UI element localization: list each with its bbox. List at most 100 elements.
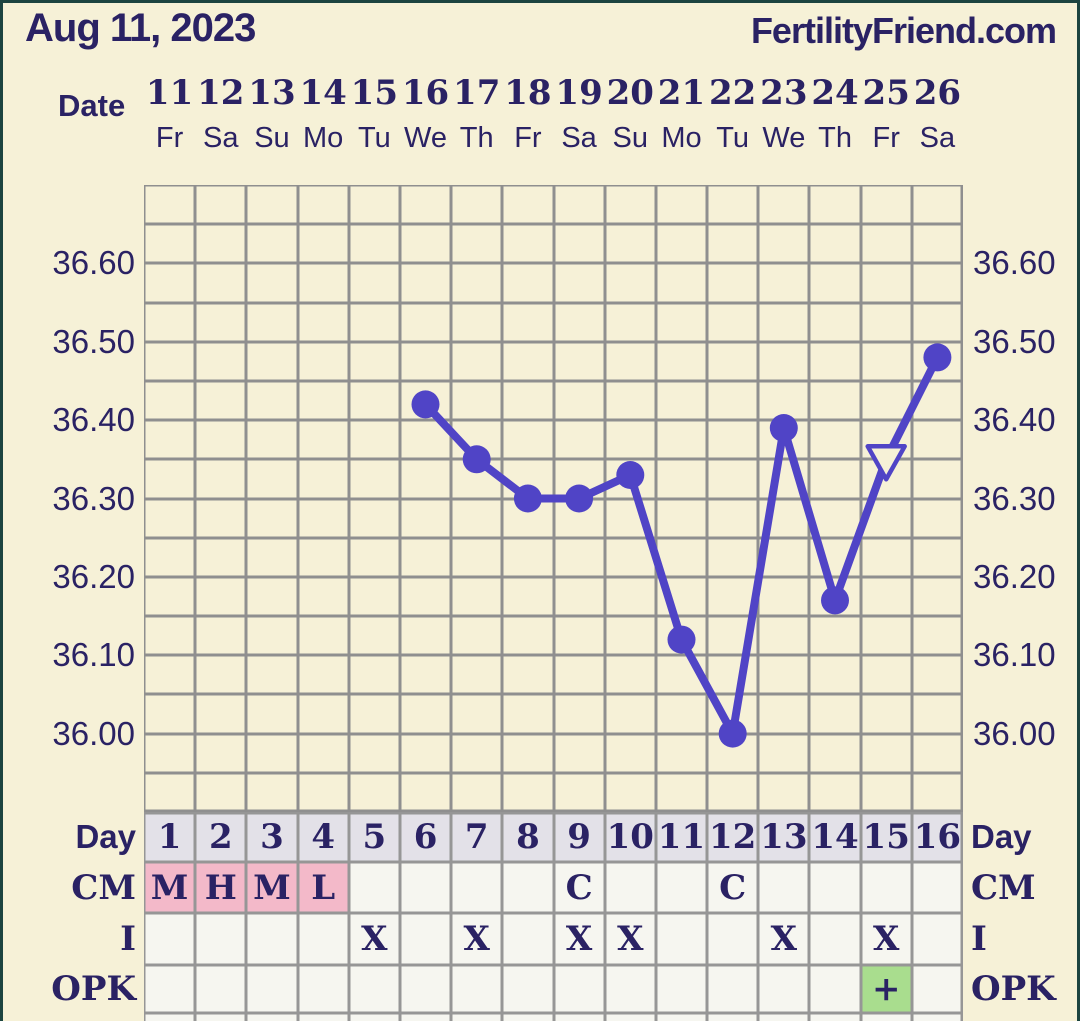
cm-cell	[348, 862, 400, 913]
date-column: 18 Fr	[502, 71, 553, 155]
opk-cell	[655, 965, 708, 1013]
cm-cell	[451, 862, 503, 913]
cm-cell: H	[195, 862, 247, 913]
day-cell-value: 11	[657, 817, 706, 857]
date-number: 17	[453, 73, 501, 113]
day-cell-value: 4	[311, 817, 335, 857]
intercourse-cell-value: X	[361, 919, 388, 959]
day-cell-value: 12	[708, 817, 757, 857]
intercourse-cell: X	[553, 913, 605, 965]
date-column: 12 Sa	[195, 71, 246, 155]
weekday-label: Sa	[919, 122, 956, 154]
temp-axis-tick-left: 36.00	[52, 714, 135, 752]
date-number: 24	[811, 73, 859, 113]
opk-cell	[451, 965, 503, 1013]
cm-cell: C	[553, 862, 605, 913]
day-cell-value: 10	[606, 817, 654, 857]
day-cell: 13	[758, 812, 810, 862]
temperature-point	[667, 625, 696, 654]
day-cell: 12	[707, 812, 759, 862]
cm-cell	[758, 862, 810, 913]
weekday-label: Su	[612, 122, 649, 154]
weekday-label: Tu	[716, 122, 750, 154]
day-cell: 5	[348, 812, 400, 862]
date-number: 19	[555, 73, 603, 113]
intercourse-cell: X	[348, 913, 400, 965]
intercourse-cell	[911, 913, 963, 965]
cm-cell-value: M	[253, 867, 291, 908]
date-number: 26	[913, 73, 962, 113]
cm-cell	[502, 862, 554, 913]
day-cell: 9	[553, 812, 605, 862]
opk-cell	[195, 965, 247, 1013]
opk-cell	[348, 965, 400, 1013]
day-cell: 6	[399, 812, 452, 862]
intercourse-cell	[195, 913, 247, 965]
partial-row-cell	[860, 1013, 912, 1021]
intercourse-cell: X	[860, 913, 912, 965]
date-number: 11	[145, 73, 194, 113]
day-cell-value: 5	[362, 817, 387, 857]
row-label-cervical-mucus-left: CM	[71, 867, 136, 908]
opk-cell	[707, 965, 759, 1013]
temp-axis-tick-right: 36.00	[973, 714, 1056, 752]
partial-row-cell	[604, 1013, 656, 1021]
temperature-point	[565, 484, 594, 513]
opk-cell	[399, 965, 452, 1013]
intercourse-cell-value: X	[770, 919, 798, 959]
temp-axis-tick-left: 36.60	[52, 244, 135, 282]
temp-axis-tick-right: 36.20	[973, 557, 1056, 595]
intercourse-cell	[246, 913, 298, 965]
day-cell-value: 15	[862, 817, 910, 857]
weekday-label: Sa	[561, 122, 597, 154]
partial-row-cell	[911, 1013, 963, 1021]
tracking-table-grid	[144, 812, 963, 1021]
day-cell: 3	[246, 812, 298, 862]
opk-cell: +	[860, 965, 912, 1013]
partial-row-cell	[809, 1013, 861, 1021]
date-number: 22	[708, 73, 757, 113]
partial-row-cell	[144, 1013, 196, 1021]
day-cell-value: 16	[913, 817, 962, 857]
opk-cell-value: +	[871, 969, 901, 1009]
date-column: 26 Sa	[912, 71, 963, 155]
intercourse-cell	[655, 913, 708, 965]
date-column: 22 Tu	[707, 71, 758, 155]
cm-cell	[860, 862, 912, 913]
date-column: 16 We	[400, 71, 451, 155]
intercourse-cell-value: X	[565, 919, 593, 959]
partial-row-cell	[297, 1013, 349, 1021]
intercourse-cell	[707, 913, 759, 965]
date-number: 14	[299, 73, 347, 113]
cm-cell-value: C	[719, 867, 747, 908]
intercourse-cell-value: X	[463, 919, 490, 959]
temperature-point	[769, 414, 798, 442]
temp-axis-tick-left: 36.40	[52, 401, 135, 439]
day-cell: 14	[809, 812, 861, 862]
partial-row-cell	[195, 1013, 247, 1021]
day-cell: 8	[502, 812, 554, 862]
temperature-point	[616, 461, 645, 489]
weekday-label: We	[404, 122, 448, 154]
date-column: 25 Fr	[861, 71, 912, 155]
day-cell: 15	[860, 812, 912, 862]
opk-cell	[297, 965, 349, 1013]
temperature-point	[718, 719, 747, 748]
intercourse-cell: X	[604, 913, 656, 965]
day-cell-value: 13	[760, 817, 808, 857]
date-column: 11 Fr	[144, 71, 195, 155]
opk-cell	[604, 965, 656, 1013]
temperature-point	[821, 586, 849, 615]
intercourse-cell-value: X	[873, 919, 900, 959]
day-cell-value: 7	[464, 817, 489, 857]
partial-row-cell	[246, 1013, 298, 1021]
weekday-label: Fr	[514, 122, 542, 154]
partial-row-cell	[758, 1013, 810, 1021]
cm-cell-value: M	[150, 867, 189, 908]
day-cell-value: 3	[260, 817, 284, 857]
weekday-label: Mo	[303, 122, 344, 154]
date-number: 25	[862, 73, 910, 113]
temperature-point	[923, 343, 952, 372]
temp-axis-tick-left: 36.50	[52, 322, 135, 360]
